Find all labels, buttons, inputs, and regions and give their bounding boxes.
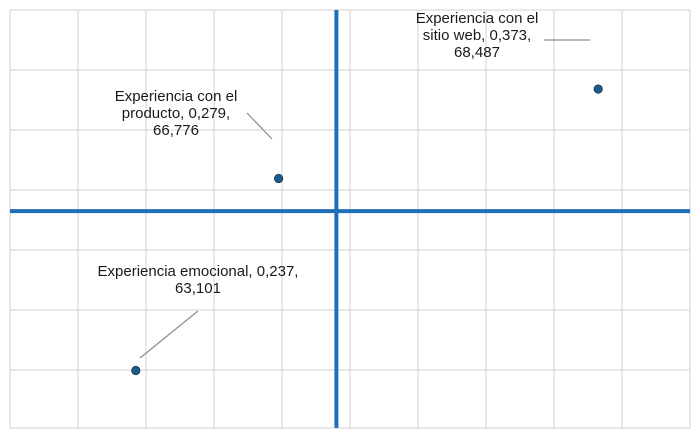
quadrant-axes <box>10 10 690 428</box>
point-experiencia-con-el-sitio-web <box>593 84 603 94</box>
data-points <box>131 84 603 376</box>
data-labels: Experiencia con el sitio web, 0,373, 68,48… <box>98 10 539 297</box>
leader-line-experiencia-emocional <box>139 310 199 359</box>
leader-line-experiencia-con-el-producto <box>246 112 273 140</box>
label-line: sitio web, 0,373, <box>423 27 531 44</box>
label-line: 63,101 <box>175 280 221 297</box>
label-line: 66,776 <box>153 122 199 139</box>
label-line: 68,487 <box>454 44 500 61</box>
chart-grid <box>9 9 691 429</box>
label-line: producto, 0,279, <box>122 105 230 122</box>
label-experiencia-con-el-sitio-web: Experiencia con el sitio web, 0,373, 68,48… <box>416 10 539 61</box>
label-experiencia-emocional: Experiencia emocional, 0,237, 63,101 <box>98 263 299 297</box>
label-line: Experiencia con el <box>115 88 238 105</box>
label-line: Experiencia emocional, 0,237, <box>98 263 299 280</box>
label-line: Experiencia con el <box>416 10 539 27</box>
point-experiencia-con-el-producto <box>273 173 284 184</box>
label-experiencia-con-el-producto: Experiencia con el producto, 0,279, 66,776 <box>115 88 238 139</box>
point-experiencia-emocional <box>131 365 141 376</box>
label-leaders <box>139 39 590 359</box>
